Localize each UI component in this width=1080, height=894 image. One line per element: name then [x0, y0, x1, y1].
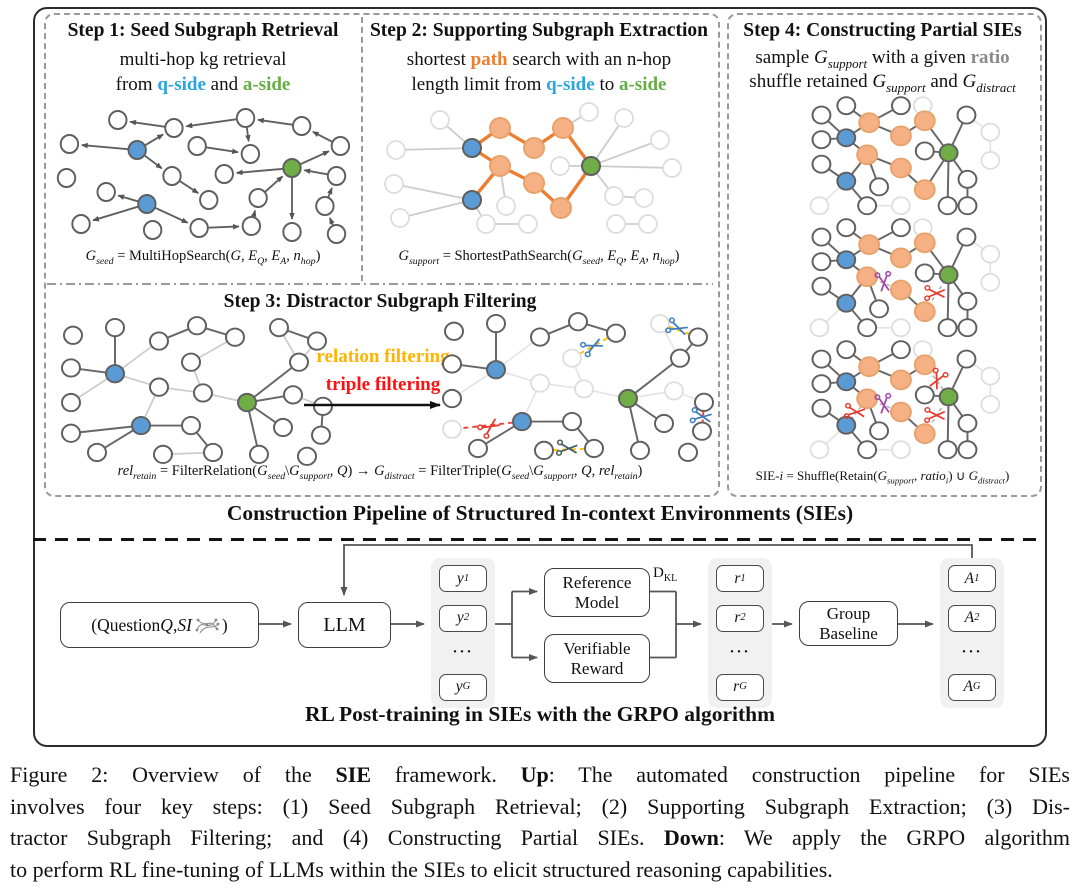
step3-title: Step 3: Distractor Subgraph Filtering: [223, 291, 537, 312]
a-advantages-column: A 1 A 2 ··· A G: [940, 558, 1004, 708]
step1-title: Step 1: Seed Subgraph Retrieval: [67, 20, 339, 41]
partial-sie-graphic-1: [740, 96, 1038, 218]
rl-title: RL Post-training in SIEs with the GRPO a…: [304, 702, 776, 726]
step1-formula: Gseed = MultiHopSearch(G, EQ, EA, nhop): [85, 248, 321, 267]
step4-title: Step 4: Constructing Partial SIEs: [743, 20, 1022, 41]
supporting-subgraph-graphic: [376, 102, 706, 238]
filtering-arrow: [304, 401, 441, 409]
verifiable-reward-line1: Verifiable: [563, 638, 631, 658]
group-baseline-box: Group Baseline: [799, 601, 898, 646]
section-divider: [33, 538, 1043, 541]
group-baseline-line2: Baseline: [819, 623, 878, 643]
reference-model-line2: Model: [574, 592, 620, 612]
step2-subtitle-line1: shortest path search with an n-hop: [406, 49, 672, 70]
reference-model-line1: Reference: [562, 572, 632, 592]
triple-filtering-label: triple filtering: [325, 374, 441, 395]
step4-subtitle-line2: shuffle retained Gsupport and Gdistract: [749, 71, 1016, 95]
step1-subtitle-line1: multi-hop kg retrieval: [119, 49, 287, 70]
r-rewards-column: r 1 r 2 ··· r G: [708, 558, 772, 708]
step2-subtitle: shortest path search with an n-hop lengt…: [364, 47, 714, 97]
distractor-graph-before: [55, 316, 335, 466]
step1-subtitle: multi-hop kg retrieval from q-side and a…: [46, 47, 360, 97]
steps-1-3-panel: [44, 13, 720, 497]
step-4-panel: [727, 13, 1042, 497]
partial-sie-graphic-2: [740, 218, 1038, 340]
reference-model-box: Reference Model: [544, 568, 650, 617]
question-input-label: (Question Q, SI): [91, 615, 228, 635]
step1-step2-divider: [361, 17, 363, 281]
step4-subtitle: sample Gsupport with a given ratio shuff…: [729, 46, 1036, 94]
llm-box: LLM: [298, 602, 391, 648]
caption-line-2: involves four key steps: (1) Seed Subgra…: [10, 793, 1070, 819]
step4-formula: SIE-i = Shuffle(Retain(Gsupport, ratioi)…: [755, 468, 1010, 486]
kl-divergence-label: DKL: [653, 565, 678, 584]
step2-title: Step 2: Supporting Subgraph Extraction: [369, 20, 709, 41]
verifiable-reward-box: Verifiable Reward: [544, 634, 650, 683]
figure-frame: [33, 7, 1047, 747]
step1-subtitle-line2: from q-side and a-side: [115, 74, 291, 95]
caption-line-3: tractor Subgraph Filtering; and (4) Cons…: [10, 825, 1070, 850]
caption-line-4: to perform RL fine-tuning of LLMs within…: [10, 856, 833, 882]
si-graph-icon: [194, 615, 220, 635]
step2-subtitle-line2: length limit from q-side to a-side: [411, 74, 667, 95]
verifiable-reward-line2: Reward: [570, 658, 624, 678]
rl-connectors: [257, 544, 973, 661]
y-outputs-column: y 1 y 2 ··· y G: [431, 558, 495, 708]
pipeline-title: Construction Pipeline of Structured In-c…: [226, 501, 854, 525]
figure-caption: Figure 2: Overview of the SIE framework.…: [10, 759, 1070, 885]
step3-divider: [47, 283, 713, 285]
relation-filtering-label: relation filtering: [316, 346, 450, 367]
question-input-box: (Question Q, SI): [60, 602, 259, 648]
step2-formula: Gsupport = ShortestPathSearch(Gseed, EQ,…: [398, 248, 680, 267]
caption-line-1: Figure 2: Overview of the SIE framework.…: [10, 762, 1070, 787]
group-baseline-line1: Group: [826, 603, 871, 623]
step4-subtitle-line1: sample Gsupport with a given ratio: [755, 47, 1010, 71]
step3-formula: relretain = FilterRelation(Gseed\Gsuppor…: [117, 463, 643, 482]
seed-subgraph-graphic: [52, 108, 352, 244]
partial-sie-graphic-3: [740, 340, 1038, 462]
distractor-graph-after: [436, 312, 716, 462]
